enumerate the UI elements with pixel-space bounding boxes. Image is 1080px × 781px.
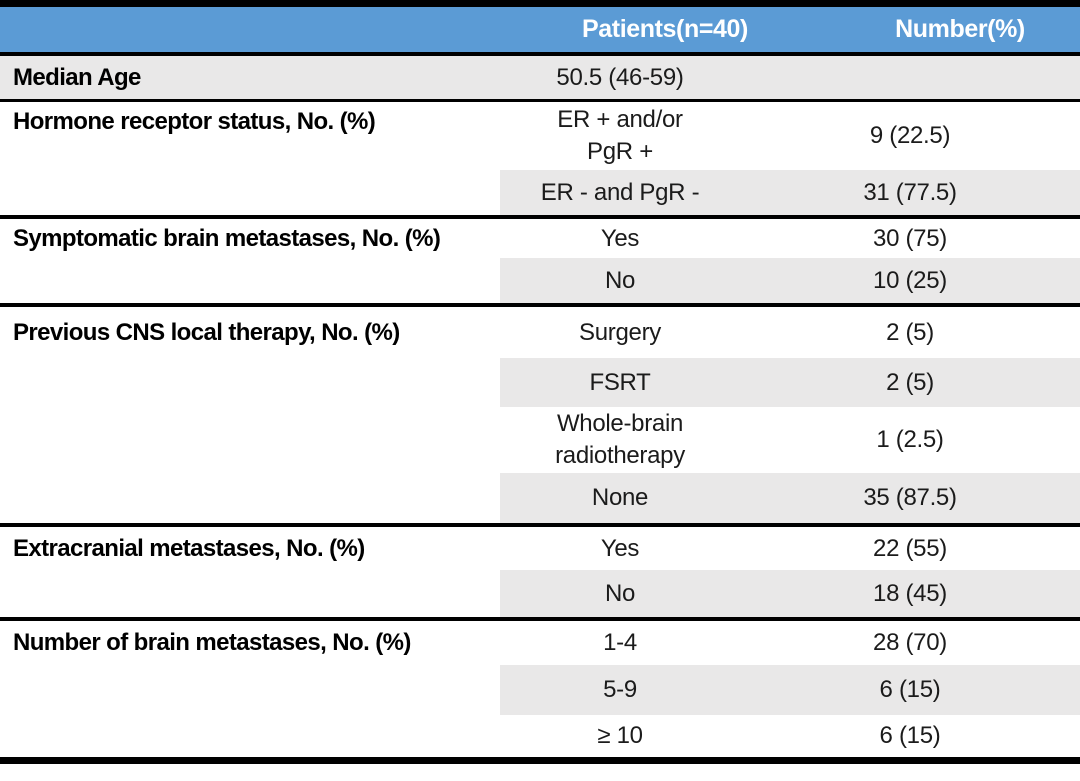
empty-cell (0, 473, 500, 523)
group-separator-rule (0, 99, 1080, 102)
empty-cell (0, 258, 500, 303)
row-value: No (500, 570, 740, 617)
table-top-border (0, 0, 1080, 7)
row-number: 6 (15) (879, 722, 941, 750)
group-separator-rule (0, 215, 1080, 219)
header-separator-rule (0, 52, 1080, 56)
row-value: Surgery (579, 318, 661, 346)
table-row-cns-wbrt: Whole-brain radiotherapy 1 (2.5) (0, 407, 1080, 473)
row-label: Hormone receptor status, No. (%) (13, 108, 376, 135)
row-value: ≥ 10 (597, 722, 643, 750)
row-number: 18 (45) (740, 570, 1080, 617)
empty-cell (0, 358, 500, 407)
table-row-symptomatic-no: No 10 (25) (0, 258, 1080, 303)
row-value: Yes (600, 224, 640, 252)
row-number: 31 (77.5) (740, 170, 1080, 215)
table-row-brainmets-5-9: 5-9 6 (15) (0, 665, 1080, 715)
row-value: None (500, 473, 740, 523)
empty-cell (0, 715, 500, 757)
empty-cell (0, 665, 500, 715)
row-label: Number of brain metastases, No. (%) (13, 629, 411, 656)
header-patients-label: Patients(n=40) (582, 15, 748, 43)
row-label: Extracranial metastases, No. (%) (13, 534, 365, 562)
table-row-extracranial-yes: Extracranial metastases, No. (%) Yes 22 … (0, 527, 1080, 570)
header-number-label: Number(%) (895, 15, 1025, 43)
row-value: Yes (600, 534, 640, 562)
table-row-symptomatic-yes: Symptomatic brain metastases, No. (%) Ye… (0, 219, 1080, 258)
row-label: Previous CNS local therapy, No. (%) (13, 318, 400, 346)
row-number: 22 (55) (873, 534, 947, 562)
row-number: 35 (87.5) (740, 473, 1080, 523)
row-number: 2 (5) (740, 358, 1080, 407)
table-header-row: Patients(n=40) Number(%) (0, 7, 1080, 52)
table-row-brainmets-10plus: ≥ 10 6 (15) (0, 715, 1080, 757)
table-bottom-border (0, 757, 1080, 764)
empty-cell (0, 570, 500, 617)
row-value: ER + and/or PgR + (557, 106, 683, 165)
row-number: 10 (25) (740, 258, 1080, 303)
table-row-median-age: Median Age 50.5 (46-59) (0, 56, 1080, 99)
row-number: 2 (5) (886, 318, 934, 346)
table-row-cns-fsrt: FSRT 2 (5) (0, 358, 1080, 407)
row-number (740, 56, 1080, 99)
group-separator-rule (0, 523, 1080, 527)
row-value: No (500, 258, 740, 303)
row-number: 1 (2.5) (876, 426, 944, 454)
row-label: Symptomatic brain metastases, No. (%) (13, 224, 441, 252)
table-row-cns-surgery: Previous CNS local therapy, No. (%) Surg… (0, 307, 1080, 358)
table-row-hormone-er-neg: ER - and PgR - 31 (77.5) (0, 170, 1080, 215)
row-value: 1-4 (603, 629, 637, 657)
group-separator-rule (0, 617, 1080, 621)
empty-cell (0, 407, 500, 473)
row-label: Median Age (0, 56, 500, 99)
row-number: 28 (70) (873, 629, 947, 657)
table-row-extracranial-no: No 18 (45) (0, 570, 1080, 617)
table-row-cns-none: None 35 (87.5) (0, 473, 1080, 523)
group-separator-rule (0, 303, 1080, 307)
row-number: 9 (22.5) (869, 122, 951, 150)
table-row-hormone-er-pos: Hormone receptor status, No. (%) ER + an… (0, 102, 1080, 170)
empty-cell (0, 170, 500, 215)
row-value: FSRT (500, 358, 740, 407)
row-value: 5-9 (500, 665, 740, 715)
row-number: 30 (75) (873, 224, 947, 252)
header-empty-cell (0, 7, 500, 52)
table-row-brainmets-1-4: Number of brain metastases, No. (%) 1-4 … (0, 621, 1080, 665)
row-value: 50.5 (46-59) (500, 56, 740, 99)
row-value: Whole-brain radiotherapy (555, 410, 685, 469)
row-value: ER - and PgR - (500, 170, 740, 215)
row-number: 6 (15) (740, 665, 1080, 715)
